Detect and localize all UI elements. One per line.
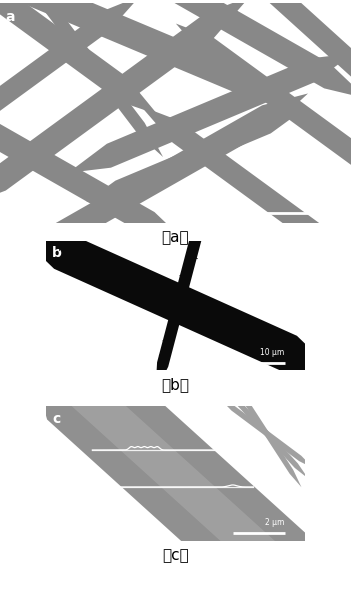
- Polygon shape: [86, 112, 300, 202]
- Polygon shape: [210, 0, 351, 126]
- Polygon shape: [0, 0, 250, 208]
- Text: （a）: （a）: [162, 230, 189, 245]
- Polygon shape: [8, 93, 308, 265]
- Text: 10 μm: 10 μm: [260, 348, 285, 357]
- Polygon shape: [90, 0, 351, 98]
- Polygon shape: [24, 338, 337, 611]
- Text: b: b: [52, 246, 62, 260]
- Polygon shape: [176, 24, 351, 202]
- Text: （b）: （b）: [161, 377, 190, 392]
- Polygon shape: [68, 53, 351, 173]
- Polygon shape: [231, 379, 302, 487]
- Text: （c）: （c）: [162, 548, 189, 563]
- Text: a: a: [5, 10, 15, 24]
- Text: 2 μm: 2 μm: [265, 518, 285, 527]
- Polygon shape: [13, 0, 163, 157]
- Polygon shape: [0, 89, 191, 247]
- Polygon shape: [219, 398, 314, 469]
- Polygon shape: [0, 0, 140, 175]
- Polygon shape: [0, 0, 158, 114]
- Polygon shape: [13, 229, 338, 375]
- Polygon shape: [141, 106, 351, 285]
- Polygon shape: [155, 200, 206, 392]
- Polygon shape: [225, 388, 308, 478]
- Text: 10 μm: 10 μm: [309, 195, 333, 203]
- Text: c: c: [52, 412, 60, 426]
- Polygon shape: [0, 0, 289, 100]
- Polygon shape: [32, 345, 330, 611]
